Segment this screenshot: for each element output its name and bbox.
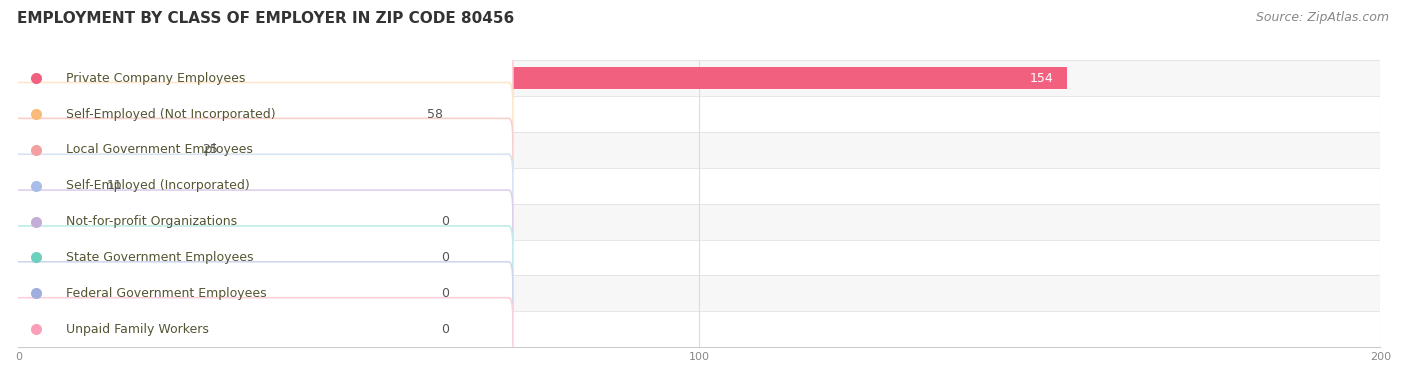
FancyBboxPatch shape — [11, 154, 513, 217]
FancyBboxPatch shape — [11, 83, 513, 146]
Text: Self-Employed (Incorporated): Self-Employed (Incorporated) — [66, 179, 250, 192]
Text: 0: 0 — [440, 215, 449, 228]
FancyBboxPatch shape — [11, 298, 513, 361]
Bar — [18, 139, 188, 161]
FancyBboxPatch shape — [18, 276, 1381, 311]
FancyBboxPatch shape — [18, 96, 1381, 132]
Text: Federal Government Employees: Federal Government Employees — [66, 287, 267, 300]
Text: 154: 154 — [1029, 72, 1053, 85]
FancyBboxPatch shape — [18, 204, 1381, 239]
Text: Local Government Employees: Local Government Employees — [66, 143, 253, 156]
FancyBboxPatch shape — [11, 47, 513, 110]
Bar — [18, 282, 427, 305]
Text: 0: 0 — [440, 251, 449, 264]
FancyBboxPatch shape — [18, 311, 1381, 347]
Text: Unpaid Family Workers: Unpaid Family Workers — [66, 323, 209, 336]
Bar — [18, 318, 427, 340]
FancyBboxPatch shape — [11, 262, 513, 325]
Text: EMPLOYMENT BY CLASS OF EMPLOYER IN ZIP CODE 80456: EMPLOYMENT BY CLASS OF EMPLOYER IN ZIP C… — [17, 11, 515, 26]
FancyBboxPatch shape — [11, 118, 513, 181]
FancyBboxPatch shape — [11, 226, 513, 289]
FancyBboxPatch shape — [18, 132, 1381, 168]
FancyBboxPatch shape — [18, 239, 1381, 276]
FancyBboxPatch shape — [18, 60, 1381, 96]
Text: Self-Employed (Not Incorporated): Self-Employed (Not Incorporated) — [66, 107, 276, 121]
Text: Source: ZipAtlas.com: Source: ZipAtlas.com — [1256, 11, 1389, 24]
Bar — [18, 210, 427, 233]
Bar — [18, 67, 1067, 89]
Bar — [18, 103, 413, 125]
Text: State Government Employees: State Government Employees — [66, 251, 253, 264]
Bar — [18, 175, 93, 197]
Text: 25: 25 — [202, 143, 218, 156]
Text: 58: 58 — [427, 107, 443, 121]
Text: Private Company Employees: Private Company Employees — [66, 72, 246, 85]
FancyBboxPatch shape — [11, 190, 513, 253]
Text: Not-for-profit Organizations: Not-for-profit Organizations — [66, 215, 238, 228]
Text: 11: 11 — [107, 179, 122, 192]
Bar — [18, 246, 427, 268]
FancyBboxPatch shape — [18, 168, 1381, 204]
Text: 0: 0 — [440, 323, 449, 336]
Text: 0: 0 — [440, 287, 449, 300]
